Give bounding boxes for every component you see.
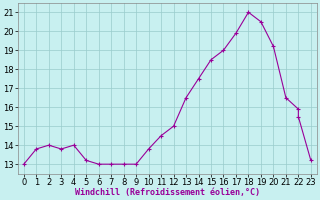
X-axis label: Windchill (Refroidissement éolien,°C): Windchill (Refroidissement éolien,°C) bbox=[75, 188, 260, 197]
